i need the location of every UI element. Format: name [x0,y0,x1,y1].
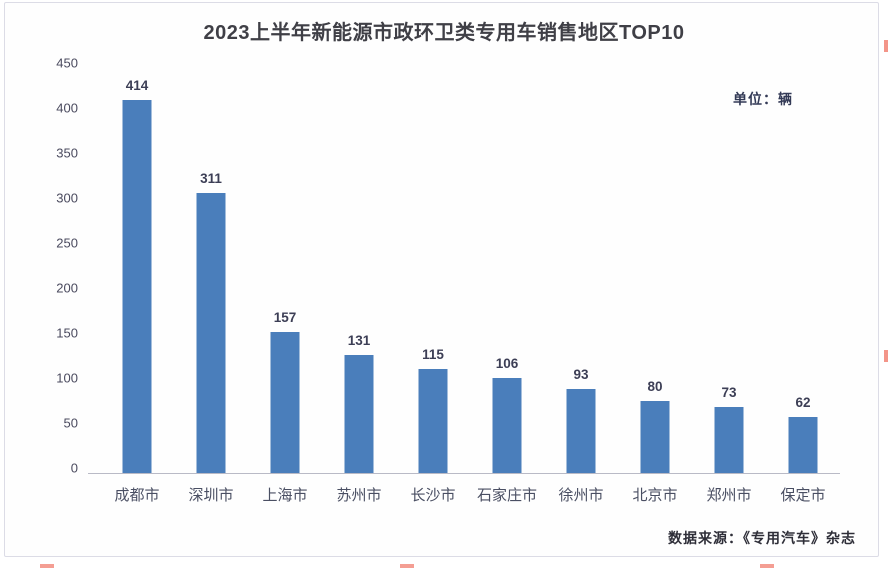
bar-上海市 [270,332,300,473]
x-category-label: 北京市 [632,487,678,504]
x-category-label: 保定市 [780,487,826,504]
bar-group: 62 保定市 [766,0,840,504]
bar-group: 115 长沙市 [396,0,470,504]
bar-group: 106 石家庄市 [470,0,544,504]
x-axis-line [88,473,840,474]
x-category-label: 苏州市 [336,487,382,504]
bar-成都市 [122,100,152,473]
bar-value-label: 157 [273,310,297,325]
bar-group: 80 北京市 [618,0,692,504]
bar-group: 414 成都市 [100,0,174,504]
bar-value-label: 93 [573,367,589,382]
bar-徐州市 [566,389,596,473]
x-category-label: 深圳市 [188,487,234,504]
bars-container: 414 成都市 311 深圳市 157 上海市 131 苏州市 115 长沙市 106 石家庄市 93 徐… [100,0,840,504]
y-tick-label: 0 [70,460,78,476]
bar-value-label: 80 [647,379,663,394]
bar-group: 93 徐州市 [544,0,618,504]
x-category-label: 长沙市 [410,487,456,504]
bar-苏州市 [344,355,374,473]
bar-深圳市 [196,193,226,473]
bar-group: 157 上海市 [248,0,322,504]
bar-value-label: 115 [422,347,444,362]
y-tick-label: 150 [56,325,78,341]
chart-title: 2023上半年新能源市政环卫类专用车销售地区TOP10 [203,22,685,44]
bar-value-label: 106 [495,356,519,371]
y-tick-label: 50 [63,415,78,431]
x-category-label: 石家庄市 [476,487,537,504]
bar-value-label: 73 [721,385,737,400]
bar-保定市 [788,417,818,473]
unit-label: 单位：辆 [733,91,793,107]
y-tick-label: 350 [56,145,78,161]
bar-value-label: 311 [200,171,222,186]
bar-value-label: 62 [795,395,811,410]
data-source: 数据来源：《专用汽车》杂志 [668,530,856,546]
y-tick-label: 100 [56,370,78,386]
y-tick-label: 250 [56,235,78,251]
bar-北京市 [640,401,670,473]
x-category-label: 徐州市 [558,487,604,504]
y-tick-label: 200 [56,280,78,296]
y-tick-label: 300 [56,190,78,206]
bar-group: 131 苏州市 [322,0,396,504]
bar-group: 73 郑州市 [692,0,766,504]
bar-value-label: 414 [125,78,149,93]
y-tick-label: 450 [56,55,78,71]
bar-value-label: 131 [347,333,371,348]
bar-长沙市 [418,369,448,473]
bar-group: 311 深圳市 [174,0,248,504]
red-border-artifact-bottom [40,564,840,568]
red-border-artifact-right [884,40,888,560]
y-tick-label: 400 [56,100,78,116]
bar-石家庄市 [492,378,522,473]
bar-郑州市 [714,407,744,473]
x-category-label: 上海市 [262,487,308,504]
x-category-label: 成都市 [114,487,160,504]
x-category-label: 郑州市 [706,487,752,504]
